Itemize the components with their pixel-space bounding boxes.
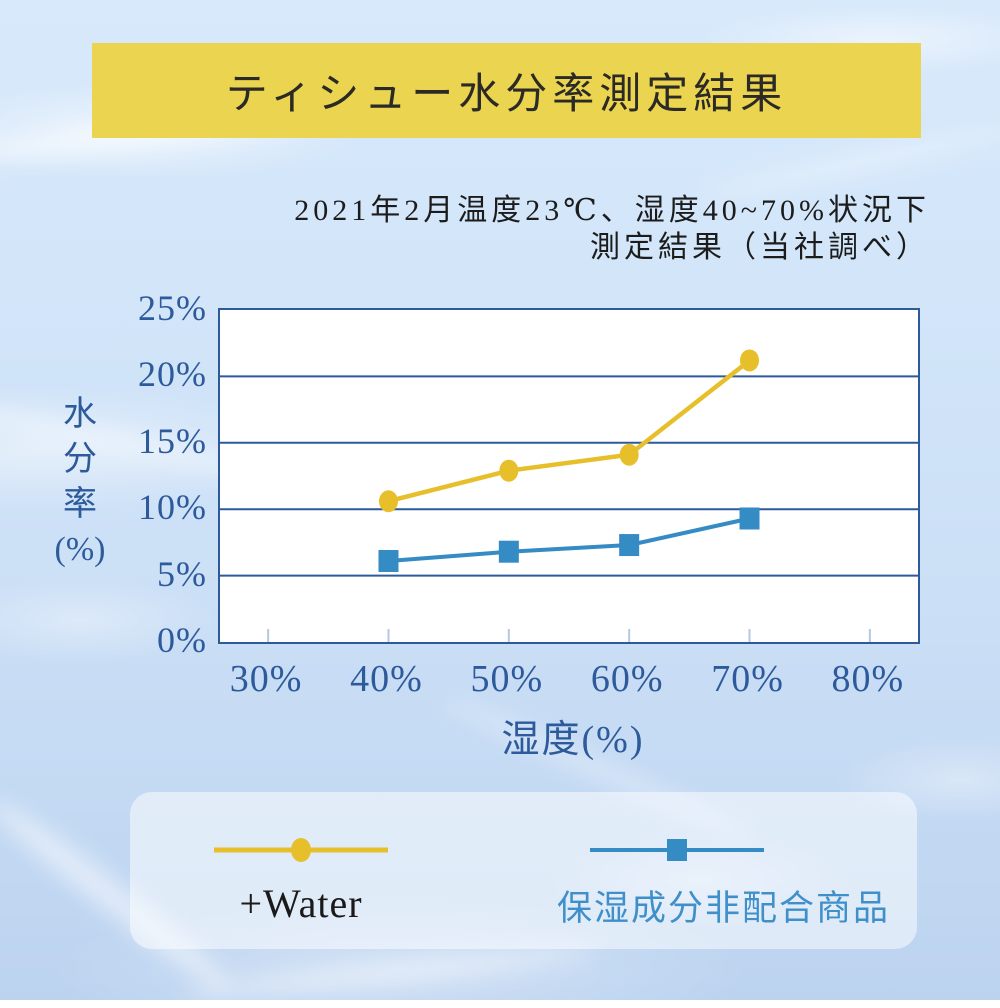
x-axis-tick-label: 60% [590,658,664,700]
x-axis-tick-label: 70% [711,658,784,700]
line-circle-marker-icon [214,838,388,862]
data-point-water [499,459,519,482]
subtitle: 2021年2月温度23℃、湿度40~70%状況下 測定結果（当社調べ） [230,192,930,266]
x-axis-tick-label: 30% [229,658,303,700]
y-axis-tick-label: 15% [138,420,207,461]
y-axis-tick-label: 5% [157,553,207,594]
x-axis-tick-label: 50% [470,658,544,700]
data-point-water [740,349,760,372]
title-banner: ティシュー水分率測定結果 [92,43,921,138]
y-axis-tick-label: 25% [138,288,207,328]
legend-label-water: +Water [239,881,363,926]
data-point-water [378,490,398,513]
y-axis-tick-label: 0% [157,620,207,660]
legend-item-no-moisturizer: 保湿成分非配合商品 [557,830,891,931]
data-point-no-moisturizer [739,507,760,530]
legend-label-no-moisturizer: 保湿成分非配合商品 [557,889,891,928]
data-point-no-moisturizer [619,534,640,557]
y-axis-title-line: 水 [63,396,97,433]
series-line-no-moisturizer [388,516,750,563]
series-line-water [387,358,751,504]
y-axis-title: 水分率 (%) [46,392,114,572]
subtitle-line-2: 測定結果（当社調べ） [590,231,930,264]
y-axis-title-line: 分 [63,441,97,478]
y-axis-tick-label: 10% [138,487,207,528]
y-axis-tick-label: 20% [138,354,207,395]
y-axis-title-line: (%) [54,531,106,568]
data-point-water [619,443,639,466]
x-axis-tick-label: 40% [350,658,423,700]
page-title: ティシュー水分率測定結果 [225,72,788,118]
plot-area [218,308,920,644]
x-axis-tick-label: 80% [831,658,905,700]
chart-canvas [220,349,918,642]
x-axis-title: 湿度(%) [501,719,645,761]
legend-item-water: +Water [181,830,421,927]
data-point-no-moisturizer [378,549,399,572]
line-square-marker-icon [590,839,764,861]
subtitle-line-1: 2021年2月温度23℃、湿度40~70%状況下 [294,194,930,227]
data-point-no-moisturizer [498,540,519,563]
legend: +Water 保湿成分非配合商品 [130,792,917,949]
y-axis-title-line: 率 [63,486,97,523]
